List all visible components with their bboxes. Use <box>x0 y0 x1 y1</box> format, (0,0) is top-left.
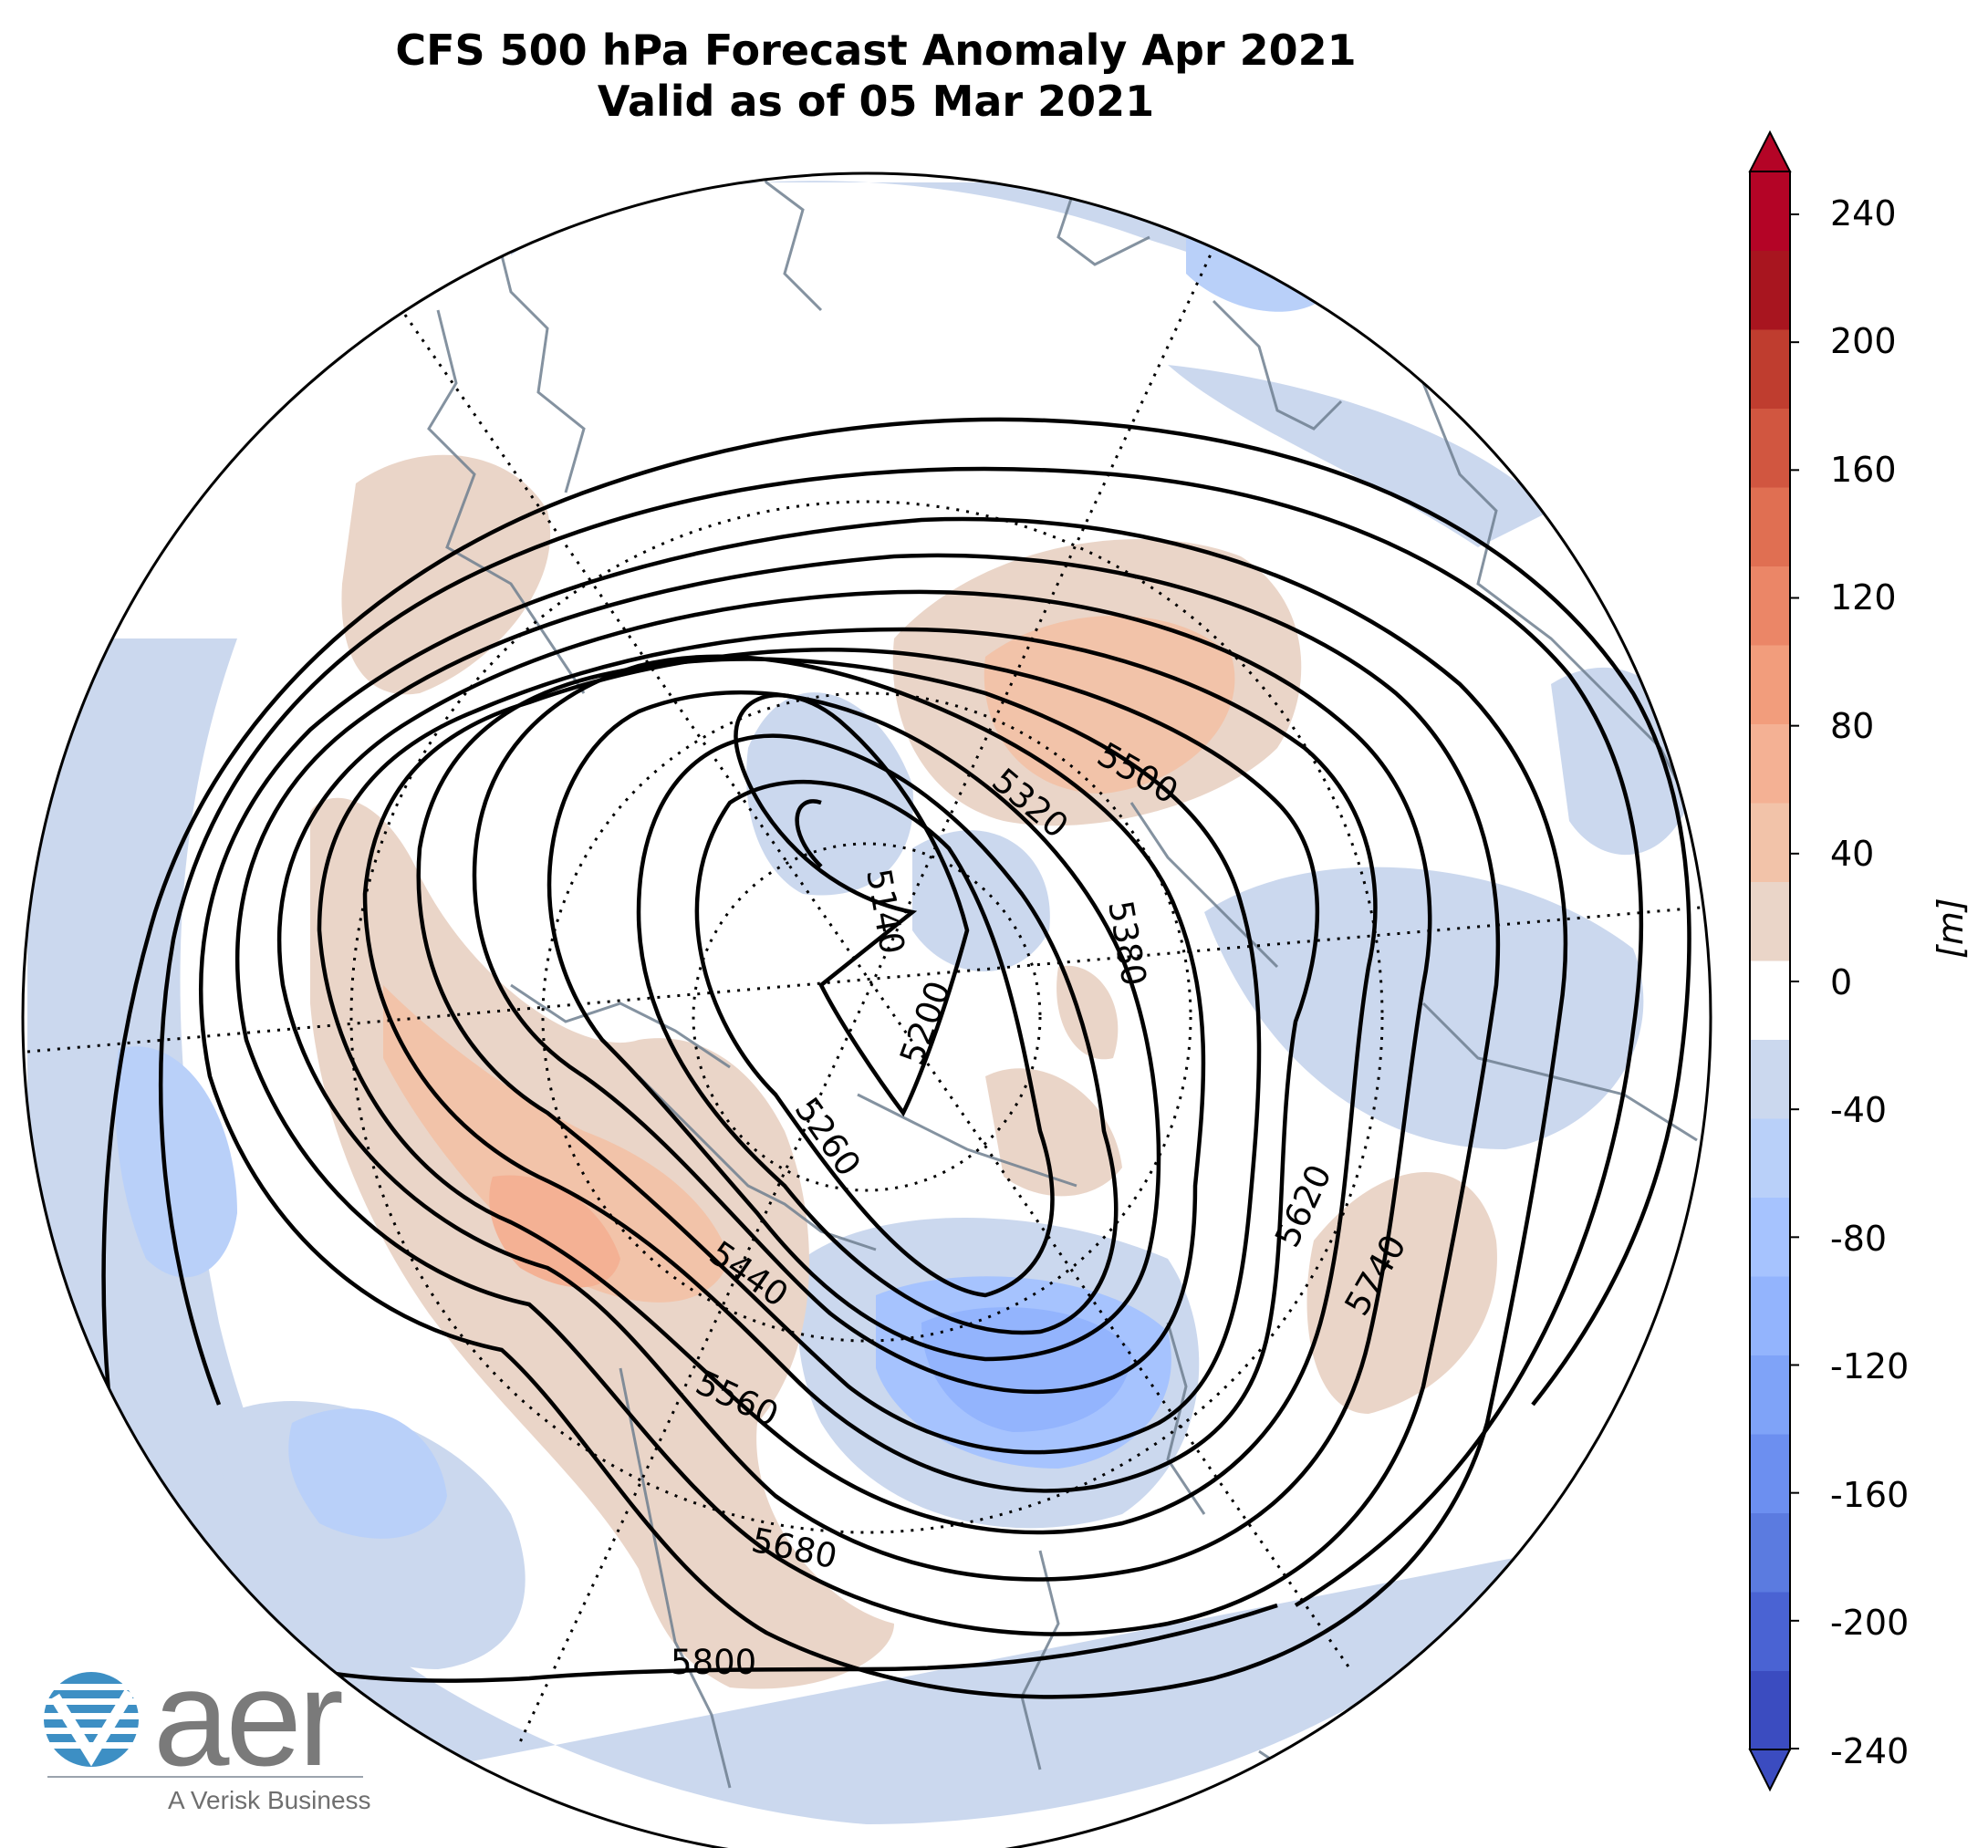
colorbar-tick: -240 <box>1830 1731 1910 1771</box>
colorbar-tick: 80 <box>1830 706 1875 746</box>
colorbar-segment <box>1750 881 1790 961</box>
colorbar-tick: -160 <box>1830 1475 1910 1515</box>
colorbar-segment <box>1750 329 1790 409</box>
colorbar-segment <box>1750 487 1790 566</box>
colorbar-segment <box>1750 566 1790 646</box>
colorbar-top-arrow <box>1748 130 1792 172</box>
logo-wordmark: aer <box>153 1641 344 1794</box>
colorbar-unit: [m] <box>1931 898 1971 959</box>
colorbar-segment <box>1750 1512 1790 1593</box>
colorbar-tick: -200 <box>1830 1603 1910 1643</box>
colorbar-segment <box>1750 1592 1790 1671</box>
colorbar-segment <box>1750 171 1790 251</box>
colorbar-tick: 120 <box>1830 577 1897 618</box>
colorbar-segment <box>1750 408 1790 488</box>
colorbar-segment <box>1750 960 1790 1040</box>
colorbar-bottom-arrow <box>1748 1749 1792 1792</box>
colorbar-segment <box>1750 723 1790 804</box>
colorbar-segment <box>1750 1434 1790 1513</box>
colorbar-tick: -120 <box>1830 1346 1910 1386</box>
map-boundary <box>21 171 1712 1848</box>
colorbar-segment <box>1750 803 1790 882</box>
contour-label-5800: 5800 <box>671 1643 756 1682</box>
colorbar-segment <box>1750 1197 1790 1277</box>
colorbar-tick: 200 <box>1830 321 1897 361</box>
colorbar-frame <box>1749 171 1791 1750</box>
chart-subtitle: Valid as of 05 Mar 2021 <box>597 77 1155 126</box>
colorbar-segment <box>1750 1039 1790 1119</box>
positive-anomaly-regions <box>310 454 1497 1689</box>
colorbar-segment <box>1750 250 1790 330</box>
colorbar-tick: 40 <box>1830 834 1875 874</box>
colorbar-segment <box>1750 645 1790 724</box>
colorbar-segment <box>1750 1118 1790 1198</box>
colorbar-tick: -40 <box>1830 1090 1888 1130</box>
colorbar-segment <box>1750 1276 1790 1355</box>
colorbar-segment <box>1750 1355 1790 1435</box>
aer-logo-mark <box>44 1672 139 1767</box>
graticule <box>26 218 1711 1743</box>
height-contours <box>101 417 1691 1699</box>
colorbar-tick: 160 <box>1830 450 1897 490</box>
logo-tagline: A Verisk Business <box>168 1786 371 1814</box>
colorbar-tick: 0 <box>1830 962 1853 1002</box>
colorbar-tick: -80 <box>1830 1219 1888 1259</box>
colorbar-tick: 240 <box>1830 193 1897 234</box>
colorbar-segment <box>1750 1670 1790 1750</box>
chart-title: CFS 500 hPa Forecast Anomaly Apr 2021 <box>395 26 1357 75</box>
